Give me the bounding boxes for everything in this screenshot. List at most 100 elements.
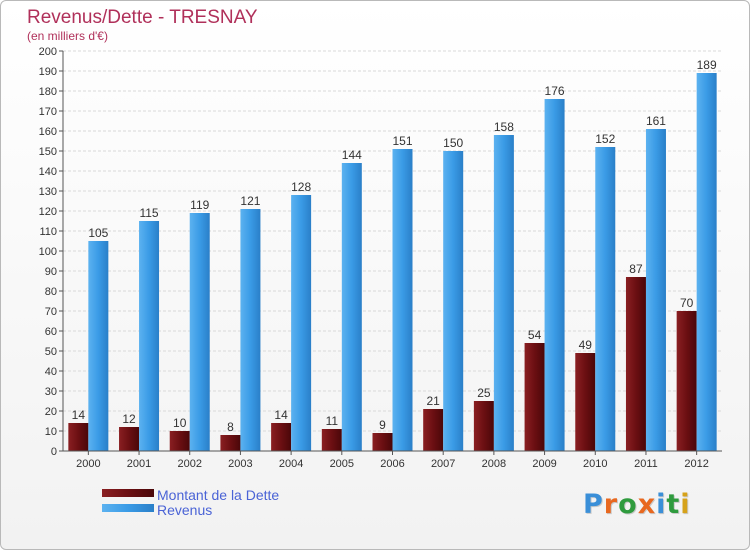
- data-label-revenus: 119: [190, 198, 209, 212]
- logo-letter: t: [666, 489, 681, 520]
- data-label-revenus: 144: [342, 148, 362, 162]
- y-tick-label: 170: [39, 106, 57, 118]
- x-tick-label: 2003: [228, 458, 252, 470]
- y-tick-label: 50: [45, 346, 57, 358]
- data-label-revenus: 115: [139, 206, 158, 220]
- bar-dette: [321, 429, 342, 451]
- y-tick-label: 130: [39, 186, 57, 198]
- data-label-revenus: 189: [697, 58, 717, 72]
- data-label-revenus: 152: [595, 132, 615, 146]
- x-tick-label: 2004: [279, 458, 303, 470]
- x-tick-label: 2010: [583, 458, 607, 470]
- y-tick-label: 100: [39, 246, 57, 258]
- legend: Montant de la Dette Revenus: [102, 487, 279, 518]
- y-tick-label: 160: [39, 126, 57, 138]
- bar-revenus: [392, 149, 413, 451]
- bar-revenus: [544, 99, 565, 451]
- bars: [68, 73, 717, 451]
- bar-revenus: [696, 73, 717, 451]
- data-label-revenus: 121: [240, 194, 260, 208]
- x-tick-label: 2007: [431, 458, 455, 470]
- x-tick-label: 2002: [177, 458, 201, 470]
- y-tick-label: 120: [39, 206, 57, 218]
- y-tick-label: 30: [45, 386, 57, 398]
- data-label-dette: 54: [528, 328, 542, 342]
- y-tick-label: 80: [45, 286, 57, 298]
- x-tick-label: 2012: [684, 458, 708, 470]
- y-tick-label: 190: [39, 66, 57, 78]
- y-tick-label: 60: [45, 326, 57, 338]
- y-tick-label: 110: [39, 226, 57, 238]
- data-label-dette: 21: [427, 394, 441, 408]
- data-label-dette: 10: [173, 416, 187, 430]
- data-label-dette: 14: [72, 408, 86, 422]
- bar-dette: [473, 401, 494, 451]
- y-tick-label: 40: [45, 366, 57, 378]
- bar-dette: [524, 343, 545, 451]
- logo-letter: i: [680, 489, 691, 520]
- logo-letter: o: [618, 489, 638, 520]
- x-tick-label: 2009: [532, 458, 556, 470]
- data-label-dette: 14: [274, 408, 288, 422]
- bar-revenus: [139, 221, 160, 451]
- bar-revenus: [240, 209, 261, 451]
- y-tick-label: 20: [45, 406, 57, 418]
- data-label-revenus: 128: [291, 180, 311, 194]
- x-tick-label: 2005: [330, 458, 354, 470]
- bar-dette: [372, 433, 393, 451]
- bar-revenus: [291, 195, 312, 451]
- logo-letter: P: [583, 489, 604, 520]
- logo-letter: r: [603, 489, 619, 520]
- legend-label-dette: Montant de la Dette: [157, 487, 279, 503]
- data-label-dette: 25: [477, 386, 491, 400]
- y-tick-label: 180: [39, 86, 57, 98]
- data-label-dette: 70: [680, 296, 694, 310]
- data-labels: 14 105 12 115 10 119 8 121 14 128 11 144 9 151 21 150 25…: [72, 58, 717, 434]
- y-tick-label: 0: [51, 446, 57, 458]
- bar-dette: [68, 423, 89, 451]
- data-label-revenus: 105: [88, 226, 108, 240]
- bar-revenus: [595, 147, 616, 451]
- data-label-dette: 12: [122, 412, 136, 426]
- bar-dette: [119, 427, 140, 451]
- bar-dette: [676, 311, 697, 451]
- y-tick-label: 140: [39, 166, 57, 178]
- bar-dette: [423, 409, 444, 451]
- logo-letter: i: [656, 489, 667, 520]
- bar-dette: [169, 431, 190, 451]
- data-label-dette: 8: [227, 420, 234, 434]
- y-tick-label: 200: [39, 46, 57, 58]
- y-axis: 0 10 20 30 40 50 60 70 80 90 100 110 120 130 140 150 160…: [39, 46, 64, 458]
- bar-revenus: [341, 163, 362, 451]
- data-label-dette: 49: [579, 338, 593, 352]
- chart-title: Revenus/Dette - TRESNAY: [27, 7, 258, 28]
- x-tick-label: 2008: [482, 458, 506, 470]
- bar-dette: [625, 277, 646, 451]
- data-label-revenus: 151: [392, 134, 412, 148]
- y-tick-label: 90: [45, 266, 57, 278]
- x-tick-label: 2000: [76, 458, 100, 470]
- data-label-revenus: 176: [545, 84, 565, 98]
- y-tick-label: 150: [39, 146, 57, 158]
- logo-letter: x: [637, 489, 657, 520]
- x-axis: 2000 2001 2002 2003 2004 2005 2006 2007 2008 2009…: [63, 450, 722, 470]
- bar-dette: [271, 423, 292, 451]
- bar-dette: [220, 435, 241, 451]
- bar-revenus: [189, 213, 210, 451]
- legend-swatch-dette: [102, 489, 154, 497]
- data-label-revenus: 158: [494, 120, 514, 134]
- bar-revenus: [443, 151, 464, 451]
- y-tick-label: 10: [45, 426, 57, 438]
- x-tick-label: 2006: [380, 458, 404, 470]
- data-label-dette: 87: [629, 262, 643, 276]
- chart-subtitle: (en milliers d'€): [27, 29, 108, 43]
- legend-label-revenus: Revenus: [157, 502, 212, 518]
- y-tick-label: 70: [45, 306, 57, 318]
- data-label-dette: 9: [379, 418, 386, 432]
- data-label-revenus: 161: [646, 114, 666, 128]
- legend-swatch-revenus: [102, 504, 154, 512]
- data-label-revenus: 150: [443, 136, 463, 150]
- bar-dette: [575, 353, 596, 451]
